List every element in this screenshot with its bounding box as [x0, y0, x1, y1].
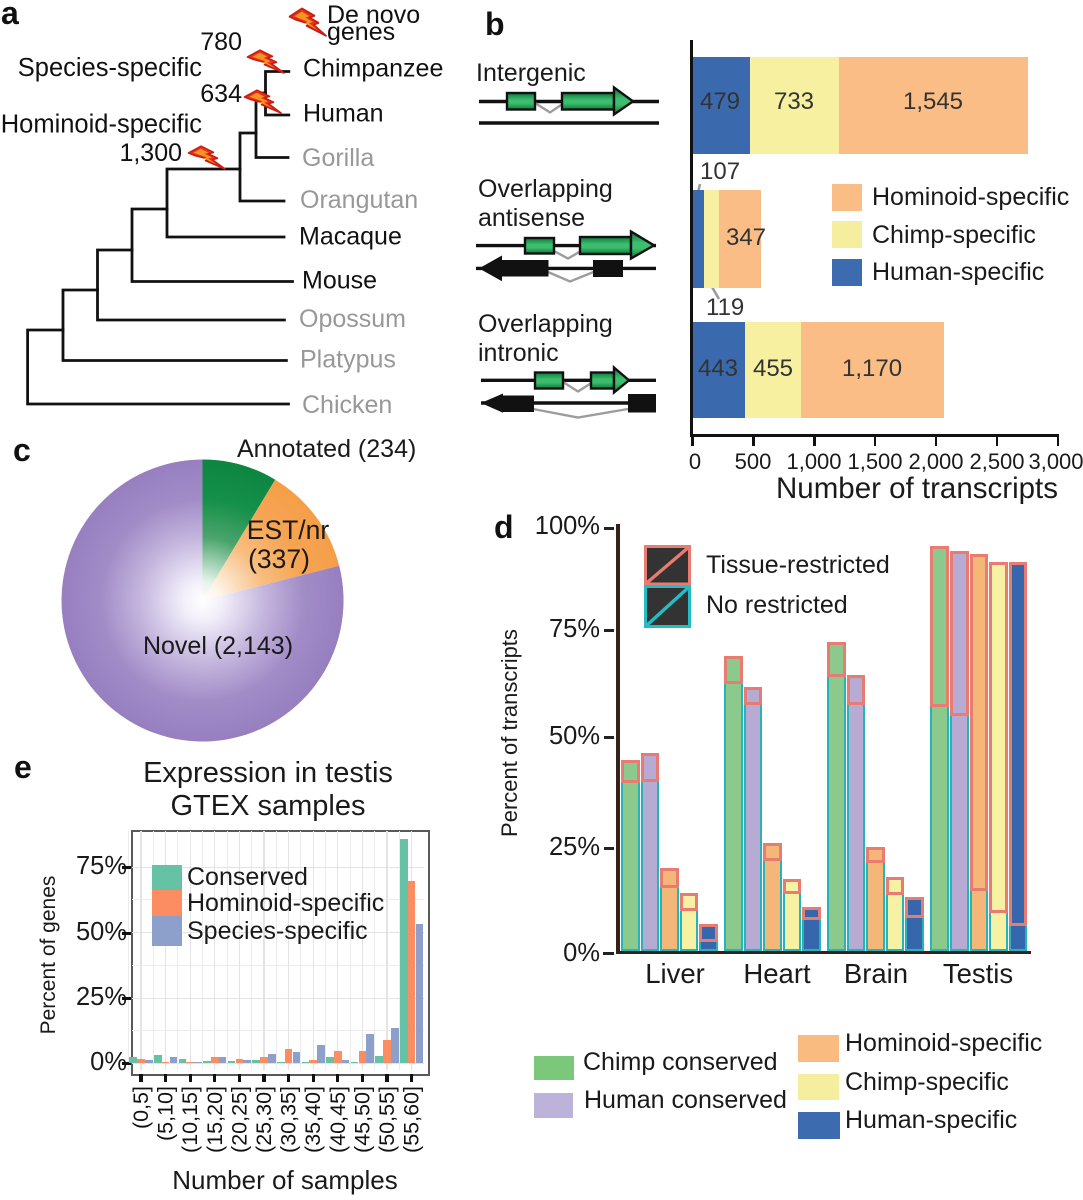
svg-text:Hominoid-specific: Hominoid-specific: [1, 111, 202, 139]
svg-text:780: 780: [200, 28, 242, 56]
svg-text:Chimpanzee: Chimpanzee: [303, 55, 443, 83]
svg-text:genes: genes: [327, 18, 395, 46]
svg-text:1,300: 1,300: [119, 139, 182, 167]
svg-text:Human: Human: [303, 100, 384, 128]
svg-text:(10,15]: (10,15]: [178, 1086, 202, 1153]
svg-text:(35,40]: (35,40]: [301, 1086, 325, 1153]
svg-text:(30,35]: (30,35]: [277, 1086, 301, 1153]
svg-text:Platypus: Platypus: [300, 346, 396, 374]
svg-text:(55,60]: (55,60]: [400, 1086, 424, 1153]
svg-text:(5,10]: (5,10]: [154, 1086, 178, 1141]
svg-text:Mouse: Mouse: [302, 267, 377, 295]
svg-text:(15,20]: (15,20]: [203, 1086, 227, 1153]
svg-text:Orangutan: Orangutan: [300, 186, 418, 214]
svg-text:(20,25]: (20,25]: [227, 1086, 251, 1153]
svg-text:Chicken: Chicken: [302, 391, 392, 419]
svg-text:(25,30]: (25,30]: [252, 1086, 276, 1153]
svg-text:(40,45]: (40,45]: [326, 1086, 350, 1153]
svg-text:(45,50]: (45,50]: [350, 1086, 374, 1153]
svg-text:Species-specific: Species-specific: [18, 54, 202, 82]
svg-text:Opossum: Opossum: [299, 305, 406, 333]
svg-text:De novo: De novo: [327, 1, 420, 29]
svg-text:Macaque: Macaque: [299, 223, 402, 251]
svg-text:(0,5]: (0,5]: [129, 1086, 153, 1129]
svg-text:634: 634: [200, 80, 242, 108]
svg-text:Gorilla: Gorilla: [302, 144, 374, 172]
svg-text:(50,55]: (50,55]: [375, 1086, 399, 1153]
